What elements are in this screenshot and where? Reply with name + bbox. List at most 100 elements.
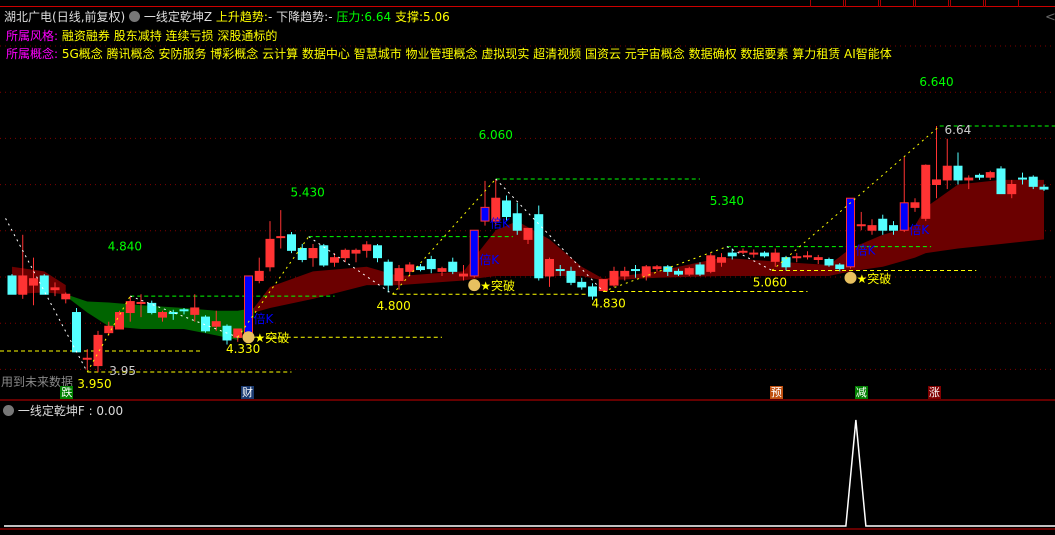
low-price-label: 4.830	[591, 296, 625, 310]
money-bag-icon	[468, 279, 481, 292]
candle	[620, 270, 630, 277]
candle	[351, 249, 361, 254]
candle	[125, 301, 135, 314]
candle	[233, 328, 243, 338]
bk-label: 倍K	[856, 243, 877, 258]
zigzag-up	[86, 295, 131, 373]
candle	[760, 252, 769, 257]
bk-label: 倍K	[254, 311, 275, 326]
low-price-label: 4.800	[376, 299, 410, 313]
candle	[394, 268, 404, 282]
toolbar-button[interactable]	[915, 0, 949, 7]
candle	[104, 325, 114, 334]
style-label: 所属风格:	[6, 29, 59, 43]
zigzag-down	[726, 246, 773, 271]
low-price-label: 4.330	[226, 342, 260, 356]
candle	[964, 177, 974, 181]
zigzag-down	[308, 236, 393, 295]
candle	[663, 266, 673, 272]
money-bag-icon	[844, 271, 857, 284]
low-price-label: 5.060	[753, 275, 787, 289]
sub-indicator-name[interactable]: 一线定乾坤F	[17, 404, 85, 418]
top-toolbar	[0, 0, 1055, 7]
candle	[491, 197, 501, 222]
sub-indicator-line	[4, 419, 1055, 527]
candle	[631, 269, 640, 272]
candle	[308, 248, 318, 259]
candle	[792, 256, 802, 259]
toolbar-button[interactable]	[845, 0, 879, 7]
signal-tag: 预	[769, 386, 783, 399]
down-trend-label: 下降趋势:	[276, 10, 329, 24]
candle	[287, 234, 296, 251]
candle	[29, 278, 38, 286]
candle	[362, 244, 372, 251]
toolbar-button[interactable]	[950, 0, 984, 7]
high-price-label: 5.430	[290, 186, 324, 200]
candle	[835, 264, 845, 270]
candle	[115, 312, 124, 330]
concept-value: 5G概念 腾讯概念 安防服务 博彩概念 云计算 数据中心 智慧城市 物业管理概念…	[61, 47, 892, 61]
candle	[179, 309, 189, 312]
collapse-arrow-icon[interactable]: <	[1045, 10, 1055, 25]
candle	[201, 316, 210, 332]
cloud-red	[253, 179, 1044, 313]
candle	[727, 252, 737, 257]
zigzag-up	[603, 246, 728, 292]
candle	[523, 227, 533, 240]
signal-tag: 涨	[927, 386, 941, 399]
candle	[856, 224, 866, 227]
bk-candle	[899, 202, 909, 231]
indicator-dropdown-icon[interactable]	[129, 11, 141, 22]
style-value: 融资融券 股东减持 连续亏损 深股通标的	[61, 29, 278, 43]
candle	[824, 258, 834, 266]
bk-candle	[846, 197, 855, 268]
candle	[598, 279, 608, 292]
candle	[7, 275, 17, 295]
extreme-mark: 6.64	[945, 123, 972, 137]
candle	[50, 287, 60, 291]
candle	[942, 165, 952, 181]
candle	[426, 258, 436, 270]
candle	[889, 225, 898, 231]
candle	[717, 257, 726, 263]
period: (日线,前复权)	[52, 10, 126, 24]
high-price-label: 6.060	[479, 128, 513, 142]
candle	[416, 266, 425, 271]
candle	[738, 250, 748, 253]
zigzag-down	[130, 295, 238, 338]
stock-name: 湖北广电	[4, 10, 53, 24]
candle	[932, 179, 941, 186]
signal-tag: 跌	[60, 386, 74, 399]
candle	[975, 174, 984, 178]
candle	[319, 245, 329, 266]
sub-indicator-dropdown-icon[interactable]	[3, 405, 14, 416]
candle	[706, 255, 716, 272]
support-label: 支撑:	[394, 10, 423, 24]
candle	[405, 264, 415, 272]
future-data-note: 用到未来数据	[1, 375, 74, 389]
sub-indicator-value: : 0.00	[88, 404, 124, 418]
toolbar-button[interactable]	[810, 0, 844, 7]
toolbar-button[interactable]	[880, 0, 914, 7]
candle	[330, 257, 339, 263]
candle	[136, 301, 146, 304]
zigzag-up	[771, 125, 941, 271]
breakout-label: ★突破	[480, 278, 515, 293]
bk-label: 倍K	[479, 252, 500, 267]
bk-label: 倍K	[909, 222, 930, 237]
candle	[996, 168, 1006, 195]
zigzag-down	[495, 178, 604, 292]
candle	[910, 202, 920, 208]
toolbar-button[interactable]	[985, 0, 1019, 7]
candle	[953, 165, 963, 181]
candle	[921, 164, 931, 219]
candle	[82, 357, 92, 360]
candle	[674, 270, 683, 275]
indicator-name[interactable]: 一线定乾坤Z	[143, 10, 213, 24]
candle	[749, 252, 759, 255]
candle	[813, 257, 823, 260]
candle	[1039, 186, 1049, 190]
candle	[1028, 176, 1038, 187]
